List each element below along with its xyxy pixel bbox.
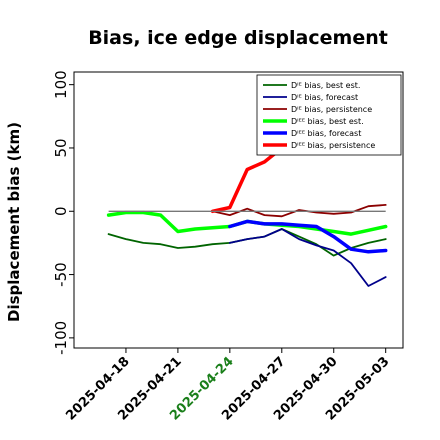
legend-label: Dᴵᴱ bias, best est. [291, 81, 360, 90]
y-tick-label: -100 [52, 321, 70, 355]
series-line-5 [228, 219, 388, 254]
chart-title: Bias, ice edge displacement [88, 27, 388, 49]
legend-label: Dᴵᴱᴱ bias, best est. [291, 117, 364, 126]
legend: Dᴵᴱ bias, best est. Dᴵᴱ bias, forecast Dᴵᴱ… [256, 74, 402, 156]
x-axis: 2025-04-182025-04-212025-04-242025-04-27… [63, 348, 393, 424]
legend-label: Dᴵᴱ bias, forecast [291, 93, 358, 102]
legend-label: Dᴵᴱᴱ bias, forecast [291, 129, 361, 138]
legend-label: Dᴵᴱᴱ bias, persistence [291, 141, 375, 150]
series-line-2 [228, 228, 387, 287]
y-tick-label: 50 [52, 138, 70, 157]
legend-box [256, 74, 402, 156]
y-axis-label: Displacement bias (km) [5, 122, 23, 322]
y-tick-label: -50 [52, 262, 70, 287]
legend-label: Dᴵᴱ bias, persistence [291, 105, 372, 114]
y-tick-label: 100 [52, 70, 70, 99]
y-axis: -100 -50 0 50 100 [52, 70, 74, 355]
y-tick-label: 0 [52, 206, 70, 216]
